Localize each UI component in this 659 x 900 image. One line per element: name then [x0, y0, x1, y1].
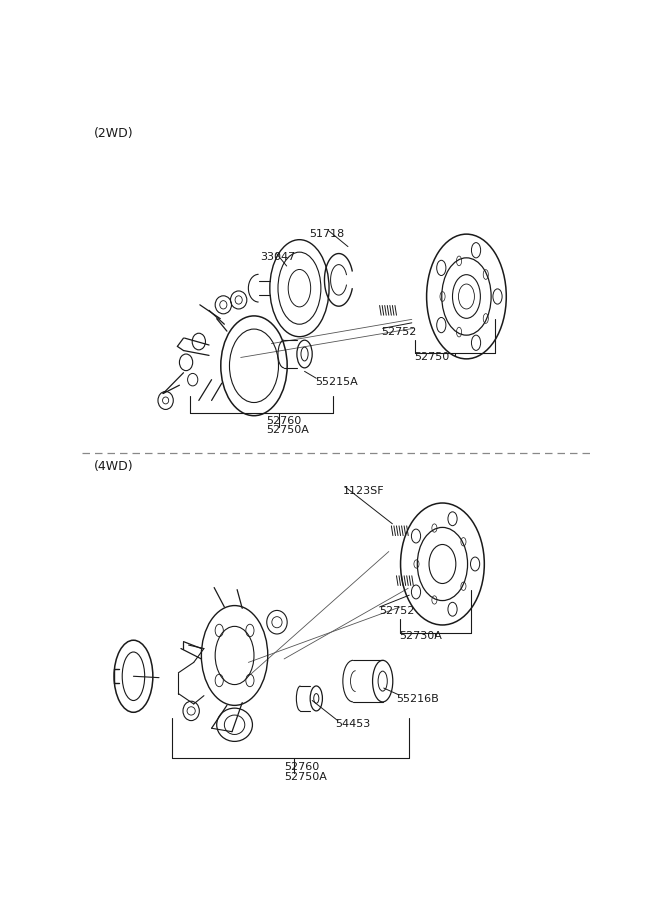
Text: 33047: 33047 — [260, 252, 295, 262]
Text: (4WD): (4WD) — [94, 460, 133, 473]
Text: (2WD): (2WD) — [94, 128, 133, 140]
Text: 52750: 52750 — [415, 352, 449, 362]
Text: 52750A: 52750A — [284, 772, 327, 782]
Text: 52750A: 52750A — [266, 426, 309, 436]
Text: 52760: 52760 — [284, 762, 320, 772]
Text: 55215A: 55215A — [315, 377, 357, 387]
Text: 55216B: 55216B — [397, 694, 439, 704]
Text: 52752: 52752 — [380, 606, 415, 616]
Text: 52752: 52752 — [382, 327, 417, 337]
Text: 52730A: 52730A — [399, 631, 442, 641]
Text: 51718: 51718 — [310, 230, 345, 239]
Text: 1123SF: 1123SF — [343, 486, 384, 496]
Text: 54453: 54453 — [335, 719, 370, 729]
Text: 52760: 52760 — [266, 416, 301, 426]
